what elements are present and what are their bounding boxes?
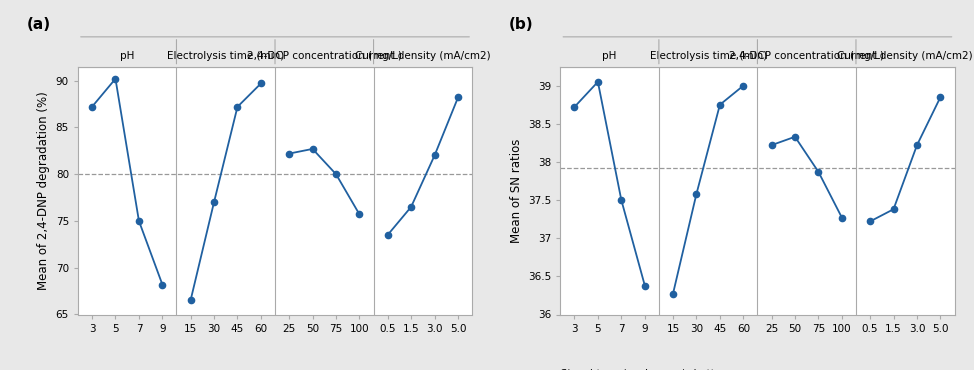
Text: pH: pH (603, 51, 617, 61)
Text: (b): (b) (509, 17, 534, 32)
Y-axis label: Mean of 2,4-DNP degradation (%): Mean of 2,4-DNP degradation (%) (37, 91, 50, 290)
Text: Electrolysis time (min): Electrolysis time (min) (168, 51, 284, 61)
Text: Signal-to-noise: Larger is better: Signal-to-noise: Larger is better (560, 369, 725, 370)
Text: (a): (a) (26, 17, 51, 32)
Text: 2,4-DCP concentration (mg/L): 2,4-DCP concentration (mg/L) (246, 51, 402, 61)
Text: Current density (mA/cm2): Current density (mA/cm2) (355, 51, 491, 61)
Text: Electrolysis time (min): Electrolysis time (min) (650, 51, 767, 61)
Text: pH: pH (120, 51, 134, 61)
Y-axis label: Mean of SN ratios: Mean of SN ratios (509, 138, 522, 243)
Text: 2,4-DCP concentration (mg/L): 2,4-DCP concentration (mg/L) (730, 51, 884, 61)
Text: Current density (mA/cm2): Current density (mA/cm2) (838, 51, 973, 61)
